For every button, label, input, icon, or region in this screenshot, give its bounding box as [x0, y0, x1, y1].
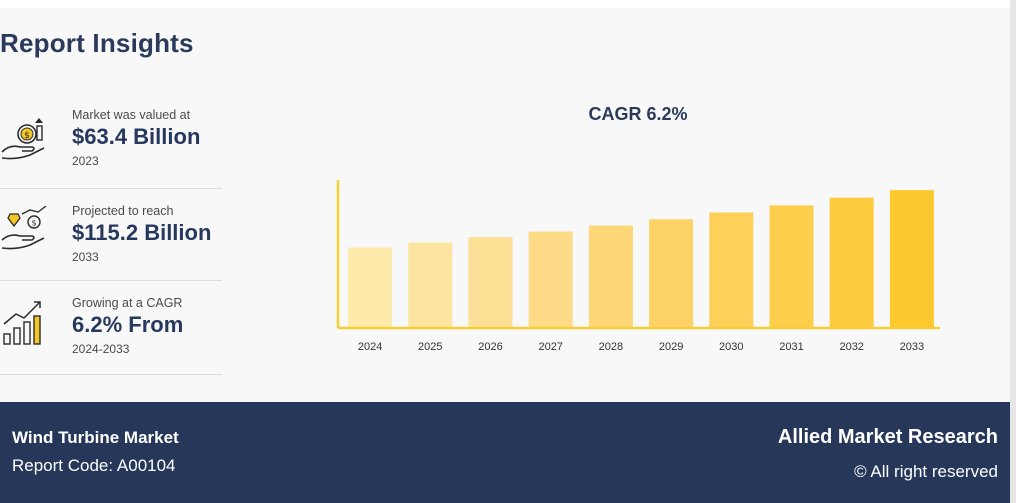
bar-chart: 2024 2025 2026 2027 2028 2029 2030 2031 2032 2033 [336, 180, 940, 353]
svg-text:$: $ [24, 131, 30, 141]
bar-growth-icon [0, 298, 50, 348]
x-tick-label: 2025 [418, 341, 442, 353]
bar-2028 [588, 225, 633, 328]
bar-2029 [649, 219, 694, 328]
x-tick-label: 2033 [900, 341, 924, 353]
x-tick-label: 2024 [358, 341, 382, 353]
report-card: Report Insights $ Market was valued at $… [0, 8, 1010, 402]
x-tick-label: 2030 [719, 341, 743, 353]
stat-year: 2033 [72, 250, 99, 264]
bar-2026 [468, 237, 513, 328]
bar-2024 [348, 247, 393, 328]
stat-projected-value: $ Projected to reach $115.2 Billion 2033 [0, 188, 222, 281]
growth-hand-icon: $ [0, 205, 50, 256]
x-tick-label: 2031 [779, 341, 803, 353]
footer-brand: Allied Market Research [777, 426, 998, 448]
x-tick-label: 2027 [538, 341, 562, 353]
bar-2025 [408, 242, 453, 328]
page-title: Report Insights [0, 28, 194, 58]
stat-market-value: $ Market was valued at $63.4 Billion 202… [0, 94, 222, 189]
bar-2032 [829, 197, 874, 328]
bar-2030 [709, 212, 754, 328]
bar-2031 [769, 205, 814, 328]
x-tick-label: 2032 [839, 341, 863, 353]
stat-year: 2024-2033 [72, 342, 130, 356]
stat-label: Market was valued at [72, 108, 191, 122]
chart-title: CAGR 6.2% [588, 104, 688, 124]
x-tick-label: 2028 [599, 341, 623, 353]
svg-text:$: $ [31, 219, 36, 228]
footer-report-code: Report Code: A00104 [12, 456, 176, 475]
footer: Wind Turbine Market Report Code: A00104 … [0, 402, 1010, 503]
bar-2033 [889, 190, 934, 328]
bar-2027 [528, 231, 573, 328]
stat-value: $63.4 Billion [72, 124, 201, 149]
footer-market-name: Wind Turbine Market [12, 428, 179, 447]
stat-value: $115.2 Billion [72, 220, 212, 245]
stat-year: 2023 [72, 154, 99, 168]
x-tick-label: 2029 [659, 341, 683, 353]
x-tick-label: 2026 [478, 341, 502, 353]
money-hand-icon: $ [0, 112, 50, 162]
stat-label: Growing at a CAGR [72, 296, 183, 310]
stat-cagr: Growing at a CAGR 6.2% From 2024-2033 [0, 280, 222, 375]
footer-rights: © All right reserved [854, 462, 998, 481]
scrollbar[interactable] [1010, 0, 1016, 503]
stat-value: 6.2% From [72, 312, 184, 337]
stat-label: Projected to reach [72, 204, 174, 218]
